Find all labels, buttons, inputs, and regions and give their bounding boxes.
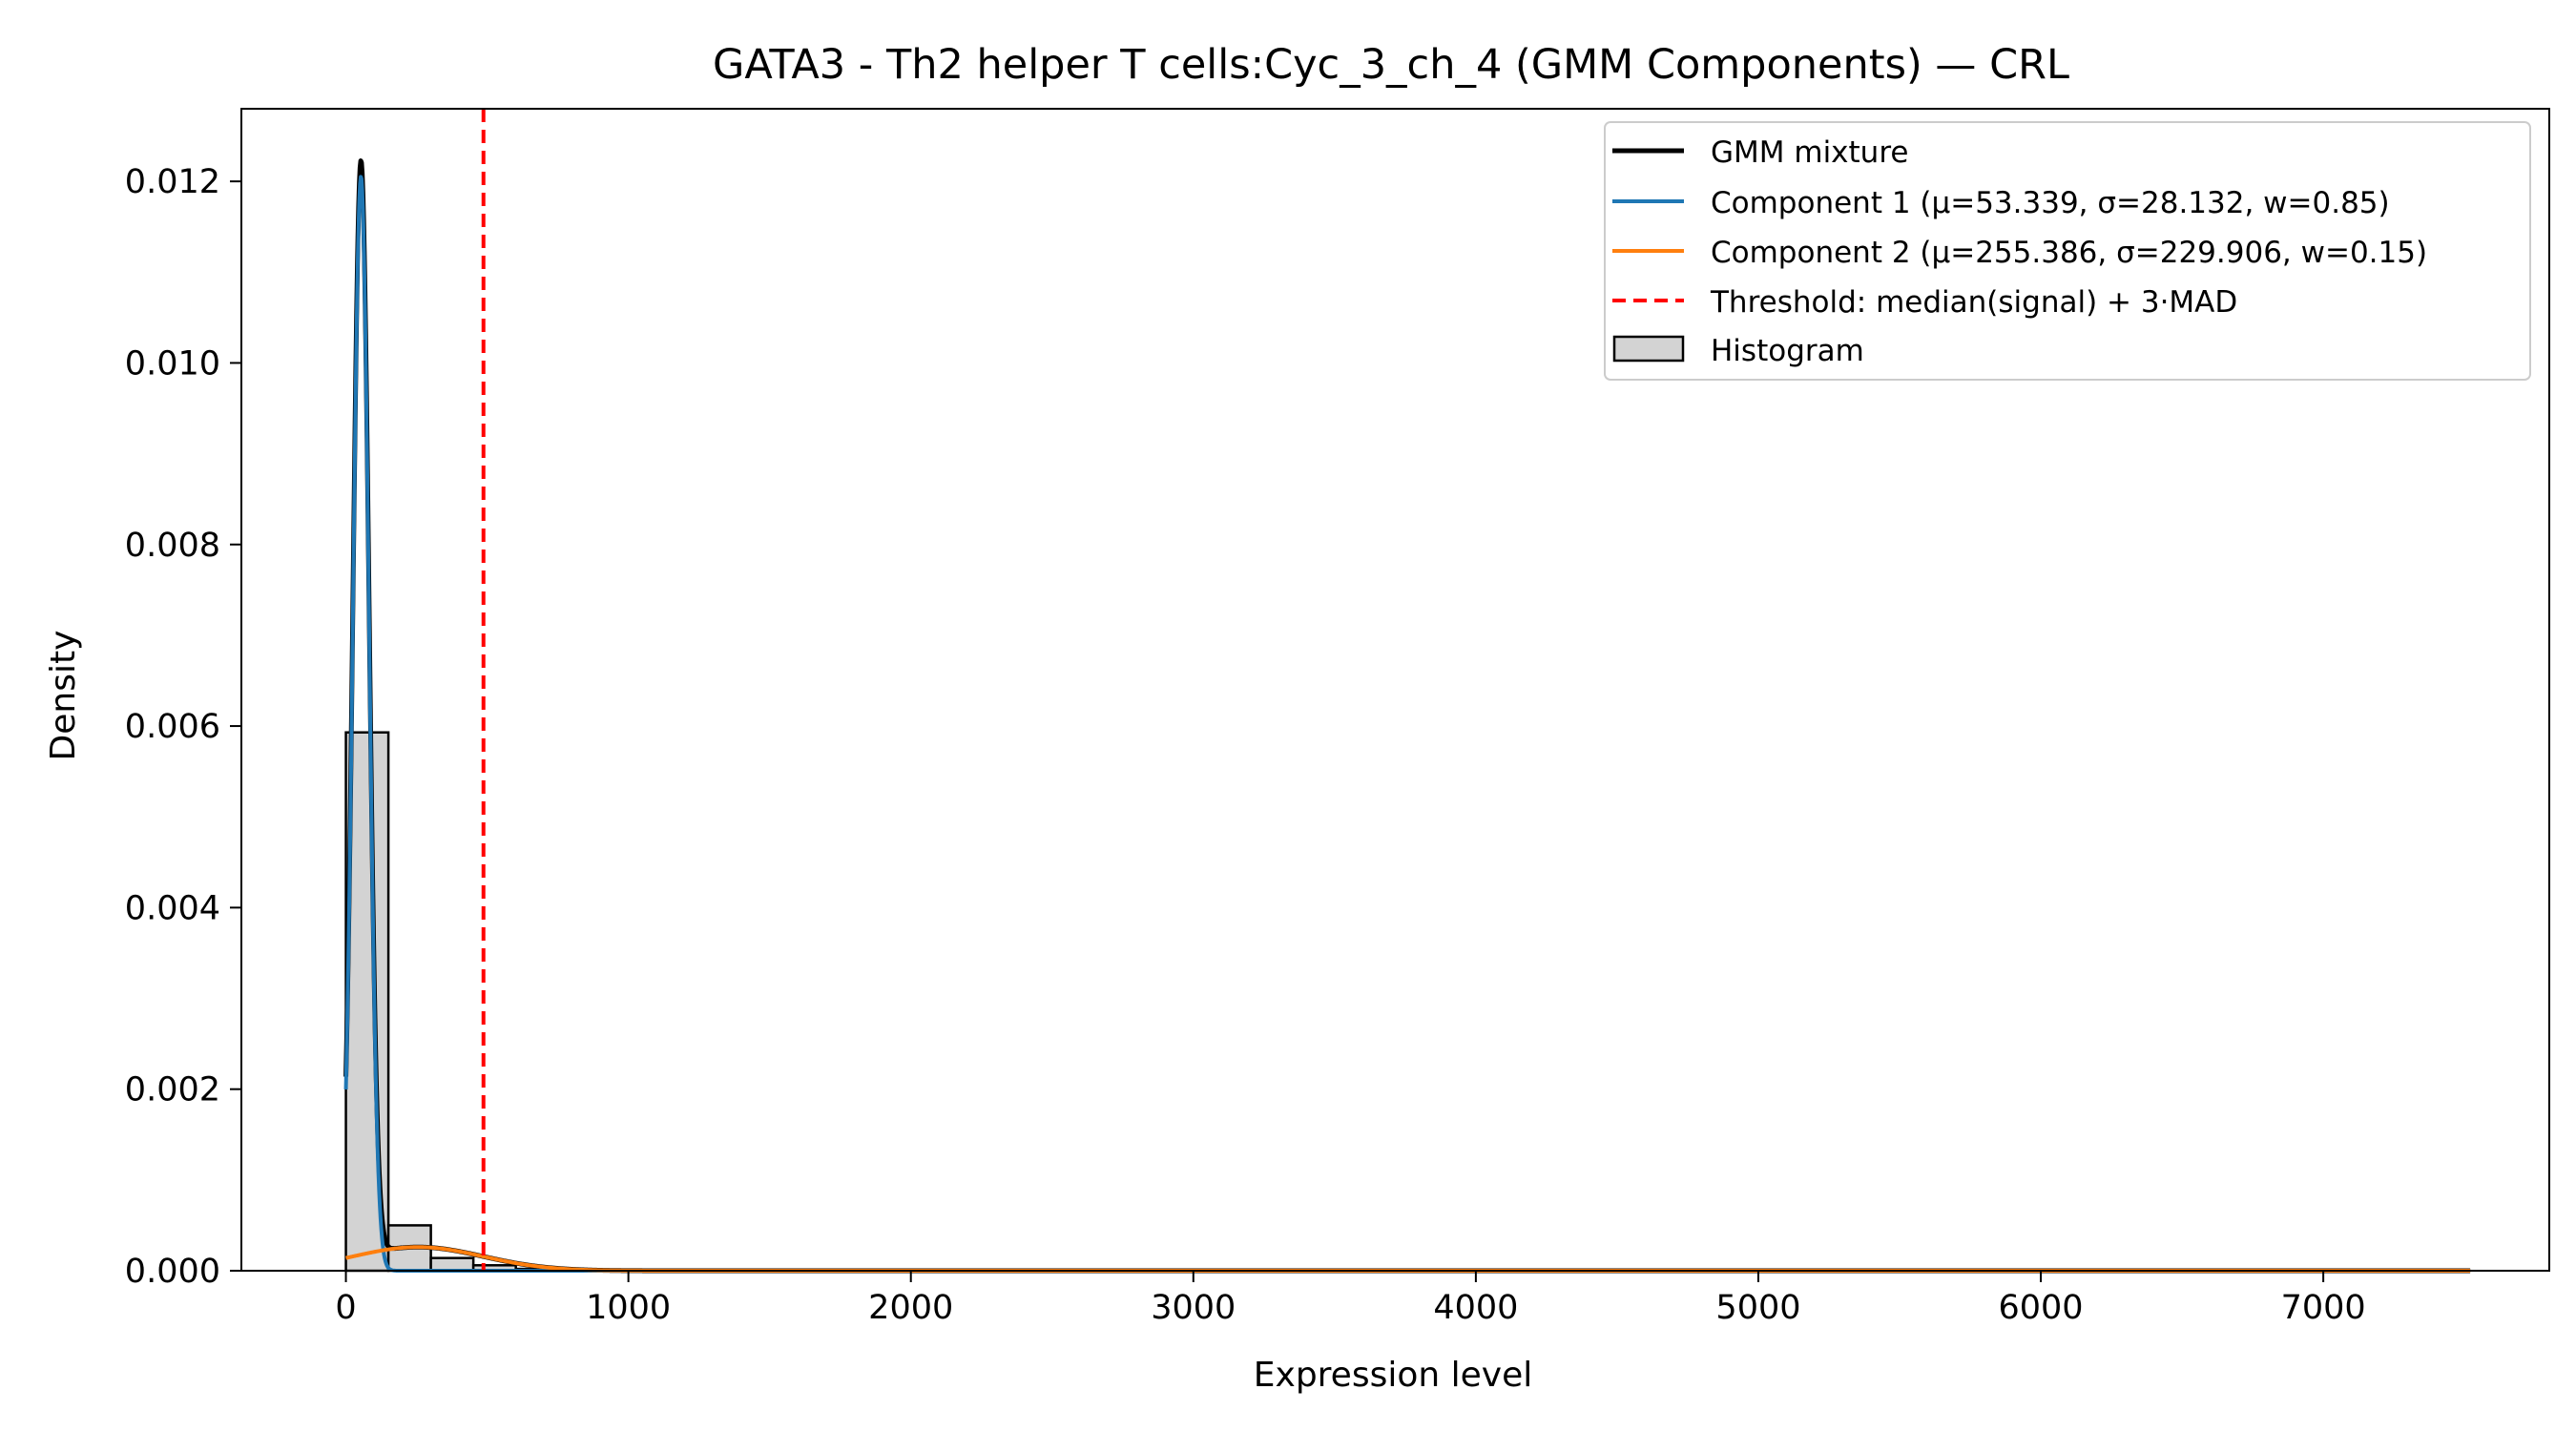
x-tick-label: 0 (335, 1289, 356, 1327)
y-tick-label: 0.000 (125, 1253, 220, 1291)
y-tick-label: 0.008 (125, 527, 220, 565)
axes-border (240, 108, 2550, 1272)
x-tick-label: 4000 (1433, 1289, 1518, 1327)
legend-box (1604, 121, 2531, 381)
axes-frame (240, 108, 2550, 1272)
x-tick-label: 2000 (868, 1289, 953, 1327)
x-tick-label: 6000 (1999, 1289, 2084, 1327)
y-tick-label: 0.006 (125, 708, 220, 746)
y-tick-label: 0.012 (125, 163, 220, 201)
legend-histogram-swatch (1612, 335, 1685, 363)
y-tick-label: 0.004 (125, 889, 220, 927)
legend-histogram-label: Histogram (1711, 334, 1864, 368)
histogram-layer (344, 731, 560, 1273)
y-axis-ticks: 0.000 0.002 0.004 0.006 0.008 0.010 0.012 (125, 163, 241, 1291)
legend-threshold-label: Threshold: median(signal) + 3·MAD (1710, 285, 2237, 320)
y-tick-label: 0.002 (125, 1071, 220, 1110)
chart-title: GATA3 - Th2 helper T cells:Cyc_3_ch_4 (G… (713, 41, 2069, 89)
x-tick-label: 5000 (1715, 1289, 1800, 1327)
x-axis-ticks: 0 1000 2000 3000 4000 5000 6000 7000 (335, 1271, 2366, 1327)
x-tick-label: 3000 (1151, 1289, 1236, 1327)
legend-mixture-label: GMM mixture (1711, 135, 1908, 170)
y-tick-label: 0.010 (125, 344, 220, 383)
y-axis-label: Density (44, 631, 83, 761)
legend: GMM mixture Component 1 (μ=53.339, σ=28.… (1604, 121, 2531, 381)
x-tick-label: 1000 (586, 1289, 671, 1327)
x-axis-label: Expression level (1254, 1356, 1532, 1395)
legend-component2-label: Component 2 (μ=255.386, σ=229.906, w=0.1… (1711, 236, 2427, 270)
legend-component1-label: Component 1 (μ=53.339, σ=28.132, w=0.85) (1711, 186, 2390, 220)
x-tick-label: 7000 (2281, 1289, 2366, 1327)
